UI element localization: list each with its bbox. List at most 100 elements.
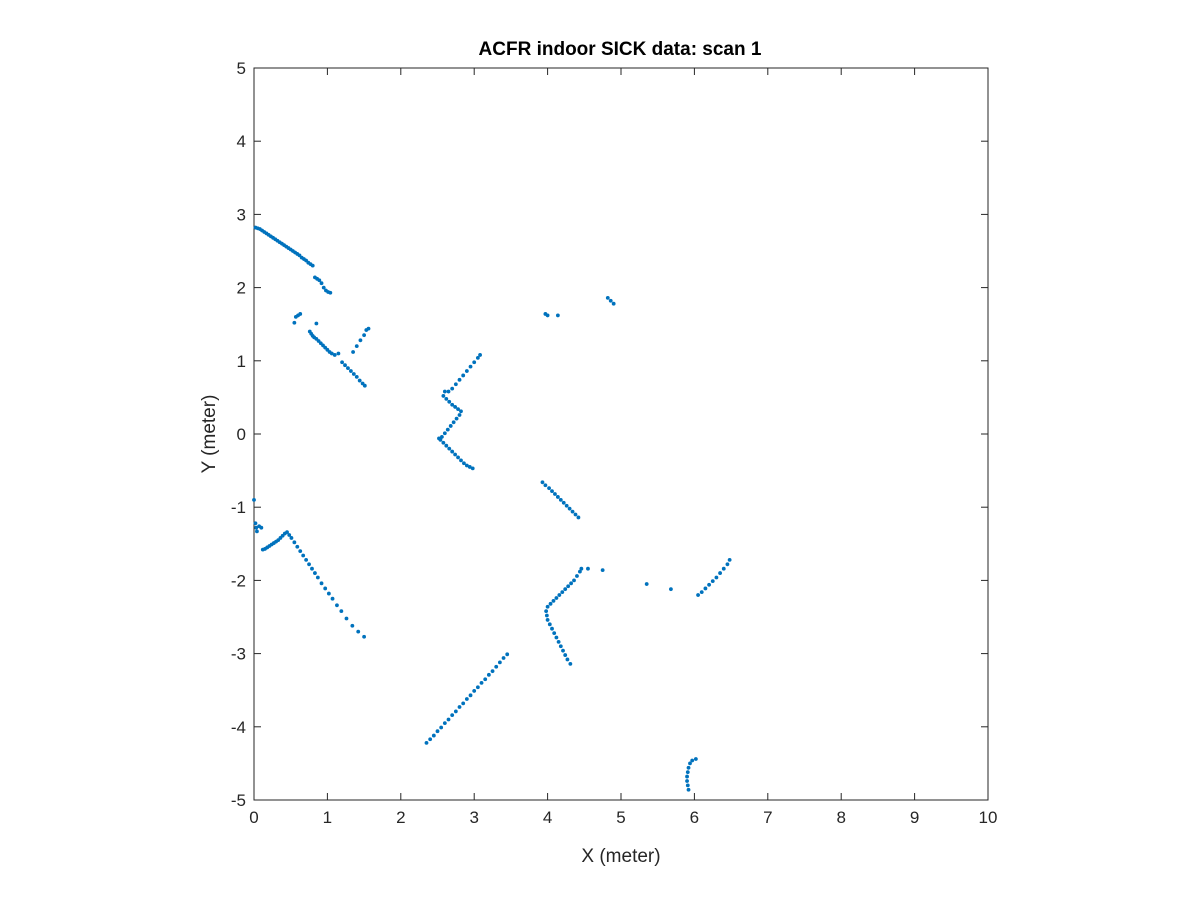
scan-point <box>470 466 475 471</box>
scan-point <box>486 672 491 677</box>
scan-point <box>464 369 469 373</box>
scan-point <box>483 677 488 682</box>
scan-point <box>608 298 613 303</box>
scan-point <box>544 609 549 614</box>
x-tick-label: 5 <box>616 808 625 827</box>
y-tick-label: 1 <box>237 352 246 371</box>
scan-point <box>335 603 339 608</box>
scan-point <box>454 416 459 421</box>
scan-point <box>579 566 584 571</box>
scan-point <box>446 717 451 722</box>
scan-point <box>690 758 695 763</box>
scan-point <box>315 575 320 580</box>
scan-point <box>563 653 568 657</box>
scan-point <box>547 622 552 627</box>
scan-point <box>561 500 566 505</box>
scan-point <box>330 596 335 601</box>
scan-point <box>555 313 560 318</box>
scan-point <box>558 497 563 502</box>
scan-point <box>310 566 314 571</box>
scan-point <box>307 562 311 567</box>
scan-point <box>501 656 506 660</box>
scan-point <box>468 364 473 369</box>
scan-point <box>289 536 294 540</box>
scan-point <box>462 461 466 466</box>
scan-point <box>354 375 359 379</box>
scan-point <box>356 629 361 634</box>
scan-point <box>446 389 451 394</box>
scan-point <box>456 455 460 460</box>
scan-point <box>558 644 563 649</box>
scan-point <box>707 582 711 587</box>
scan-point <box>456 407 460 412</box>
scan-point <box>611 301 616 306</box>
scan-point <box>560 590 565 595</box>
scan-point <box>314 321 319 326</box>
scan-point <box>351 350 355 354</box>
y-tick-label: -2 <box>231 571 246 590</box>
scan-point <box>494 664 499 669</box>
scan-point <box>686 787 691 792</box>
y-tick-label: -1 <box>231 498 246 517</box>
scan-point <box>552 631 557 636</box>
scan-point <box>453 452 458 457</box>
scan-point <box>255 529 259 534</box>
scan-point <box>505 652 510 657</box>
axis-ticks: 0 1 2 3 4 5 6 7 8 9 10 -5 -4 -3 -2 -1 0 1 2 3 4 5 <box>231 59 998 827</box>
scan-point <box>340 360 344 365</box>
scan-point <box>450 386 455 391</box>
scan-point <box>285 530 289 534</box>
scan-point <box>685 770 690 775</box>
scan-point <box>570 509 575 514</box>
scan-point <box>563 587 568 592</box>
scan-point <box>447 446 452 451</box>
scan-point <box>721 566 726 571</box>
scan-point <box>444 443 449 448</box>
scan-point <box>362 333 366 338</box>
scan-point <box>540 480 545 485</box>
scan-point <box>586 566 590 571</box>
scan-point <box>457 413 462 417</box>
scan-point <box>366 326 371 331</box>
scan-point <box>326 591 331 596</box>
scan-point <box>453 709 458 714</box>
scan-point <box>605 295 610 300</box>
scan-point <box>459 458 463 463</box>
scan-point <box>431 733 436 738</box>
x-tick-label: 10 <box>979 808 998 827</box>
x-tick-label: 0 <box>249 808 258 827</box>
data-points <box>252 225 732 792</box>
scan-point <box>543 483 548 488</box>
scan-point <box>310 263 315 268</box>
scan-point <box>453 382 458 387</box>
scan-point <box>550 626 554 631</box>
x-tick-label: 9 <box>910 808 919 827</box>
scan-point <box>461 701 466 706</box>
scan-point <box>444 396 449 401</box>
scan-point <box>298 312 303 316</box>
scan-point <box>568 661 573 666</box>
scan-point <box>555 495 560 499</box>
scan-point <box>710 579 715 584</box>
scan-point <box>573 512 578 517</box>
scan-point <box>448 424 453 428</box>
scan-point <box>545 604 550 609</box>
y-tick-label: 5 <box>237 59 246 78</box>
scan-point <box>464 463 469 468</box>
scan-point <box>725 562 730 567</box>
scan-point <box>319 581 324 586</box>
scan-point <box>557 593 562 597</box>
scan-point <box>688 761 692 766</box>
scan-point <box>714 575 719 580</box>
scan-point <box>475 355 480 360</box>
scan-point <box>464 697 469 701</box>
scan-point <box>472 360 477 365</box>
scan-point <box>442 431 447 436</box>
scan-point <box>576 515 581 520</box>
y-tick-label: 3 <box>237 205 246 224</box>
scan-point <box>548 601 553 606</box>
scan-point <box>358 338 363 343</box>
scan-point <box>292 320 297 325</box>
scan-point <box>479 680 484 685</box>
scan-point <box>497 660 502 665</box>
